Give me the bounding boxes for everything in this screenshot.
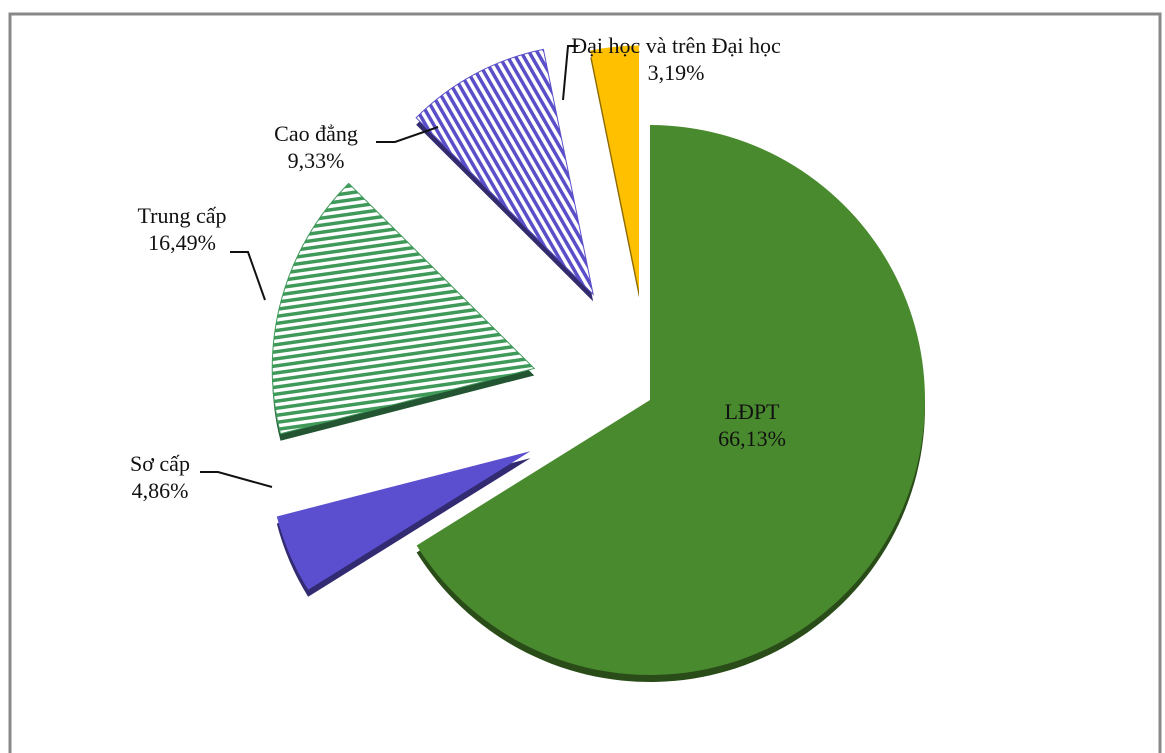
slice xyxy=(416,125,925,676)
slice-value-label: 4,86% xyxy=(131,478,189,503)
leader-line xyxy=(562,45,578,101)
slice-label: Đại học và trên Đại học xyxy=(571,33,781,58)
slice-label: Cao đẳng xyxy=(274,121,358,146)
slice xyxy=(276,451,531,590)
leader-line xyxy=(376,126,439,143)
slice-value-label: 3,19% xyxy=(647,60,705,85)
slice-label: LĐPT xyxy=(724,399,780,424)
slice-value-label: 16,49% xyxy=(148,230,216,255)
slice-value-label: 66,13% xyxy=(718,426,786,451)
slice-value-label: 9,33% xyxy=(287,148,345,173)
slice xyxy=(415,48,594,296)
frame xyxy=(8,12,1162,753)
leader-line xyxy=(230,251,266,301)
slice-label: Sơ cấp xyxy=(130,451,190,476)
slice xyxy=(590,45,639,291)
leader-line xyxy=(200,471,273,488)
slice-label: Trung cấp xyxy=(137,203,227,228)
slice xyxy=(271,182,536,435)
